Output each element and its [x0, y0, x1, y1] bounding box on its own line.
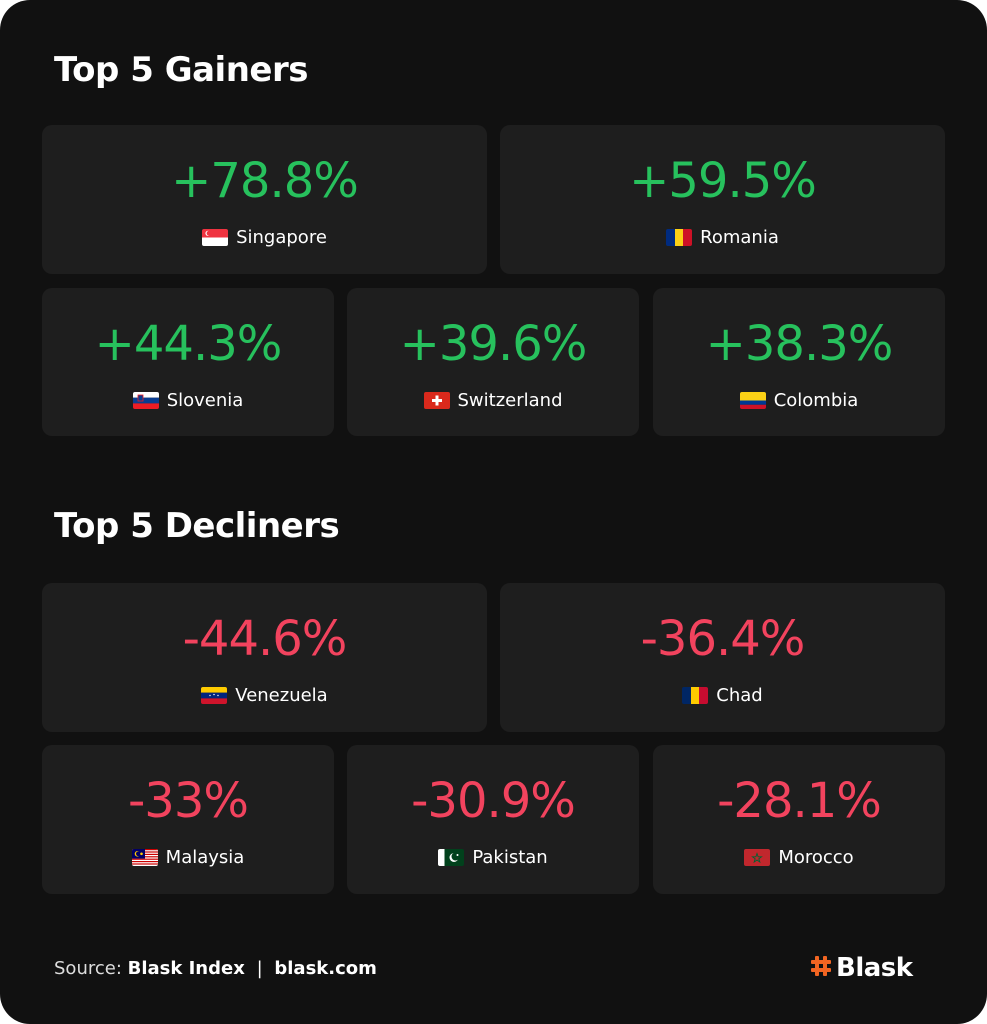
change-value: +59.5%: [629, 153, 817, 209]
decliner-card: -44.6% Venezuela: [42, 583, 487, 732]
country-name: Switzerland: [457, 390, 563, 411]
country-label: Morocco: [744, 847, 854, 868]
decliner-card: -30.9% Pakistan: [347, 745, 639, 894]
change-value: -28.1%: [717, 773, 882, 829]
gainer-card: +39.6% Switzerland: [347, 288, 639, 436]
country-label: Pakistan: [438, 847, 548, 868]
gainer-card: +59.5% Romania: [500, 125, 945, 274]
change-value: +38.3%: [705, 316, 894, 372]
country-label: Malaysia: [131, 847, 245, 868]
change-value: -36.4%: [640, 611, 806, 667]
country-name: Singapore: [236, 227, 327, 248]
change-value: -44.6%: [182, 611, 348, 667]
country-name: Slovenia: [166, 390, 244, 411]
source-credit: Source: Blask Index | blask.com: [54, 958, 377, 979]
singapore-flag-icon: [202, 229, 229, 246]
pakistan-flag-icon: [438, 849, 465, 866]
country-label: Romania: [666, 227, 779, 248]
colombia-flag-icon: [739, 392, 766, 409]
country-label: Switzerland: [423, 390, 563, 411]
country-name: Morocco: [778, 847, 854, 868]
change-value: +39.6%: [399, 316, 588, 372]
country-label: Venezuela: [201, 685, 328, 706]
slovenia-flag-icon: [132, 392, 159, 409]
country-label: Singapore: [202, 227, 327, 248]
change-value: -30.9%: [411, 773, 576, 829]
decliners-title: Top 5 Decliners: [54, 506, 340, 546]
decliner-card: -33% Malaysia: [42, 745, 334, 894]
morocco-flag-icon: [744, 849, 771, 866]
source-url: blask.com: [274, 958, 377, 979]
country-name: Chad: [716, 685, 763, 706]
decliner-card: -28.1% Morocco: [653, 745, 945, 894]
switzerland-flag-icon: [423, 392, 450, 409]
gainers-title: Top 5 Gainers: [54, 50, 308, 90]
country-name: Romania: [700, 227, 779, 248]
change-value: -33%: [127, 773, 249, 829]
gainer-card: +38.3% Colombia: [653, 288, 945, 436]
country-name: Malaysia: [165, 847, 245, 868]
malaysia-flag-icon: [131, 849, 158, 866]
hash-logo-icon: [810, 955, 832, 981]
country-name: Colombia: [773, 390, 859, 411]
change-value: +44.3%: [94, 316, 283, 372]
source-separator: |: [256, 958, 263, 979]
gainer-card: +78.8% Singapore: [42, 125, 487, 274]
country-label: Colombia: [739, 390, 859, 411]
venezuela-flag-icon: [201, 687, 228, 704]
decliner-card: -36.4% Chad: [500, 583, 945, 732]
country-label: Slovenia: [132, 390, 244, 411]
gainer-card: +44.3% Slovenia: [42, 288, 334, 436]
country-name: Pakistan: [472, 847, 548, 868]
change-value: +78.8%: [171, 153, 359, 209]
source-name: Blask Index: [127, 958, 245, 979]
country-label: Chad: [682, 685, 763, 706]
country-name: Venezuela: [235, 685, 328, 706]
chad-flag-icon: [682, 687, 709, 704]
romania-flag-icon: [666, 229, 693, 246]
brand-logo: Blask: [810, 953, 913, 983]
source-label: Source:: [54, 958, 122, 979]
brand-name: Blask: [836, 953, 913, 983]
